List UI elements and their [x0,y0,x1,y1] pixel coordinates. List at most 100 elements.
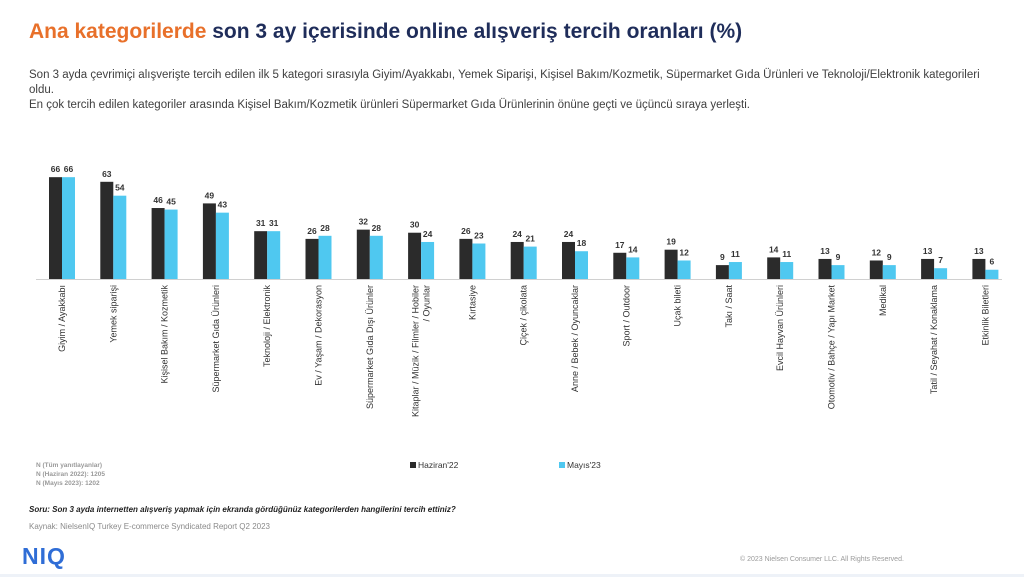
category-label-11: Sport / Outdoor [621,285,631,347]
data-label-haziran22-12: 19 [666,237,676,247]
category-label-line-5-0: Ev / Yaşam / Dekorasyon [314,285,324,386]
category-label-line-7-0: Kitaplar / Müzik / Filmler / Hobiler [411,285,421,417]
category-label-17: Tatil / Seyahat / Konaklama [929,285,939,394]
category-label-line-4-0: Teknoloji / Elektronik [262,285,272,368]
category-label-text-6: Süpermarket Gıda Dışı Ürünler [365,285,375,409]
category-label-text-2: Kişisel Bakım / Kozmetik [160,285,170,384]
category-label-line-7-1: / Oyunlar [422,285,432,322]
data-label-mayis23-7: 24 [423,229,433,239]
category-label-line-17-0: Tatil / Seyahat / Konaklama [929,285,939,394]
data-label-mayis23-0: 66 [64,164,74,174]
category-label-text-17: Tatil / Seyahat / Konaklama [929,285,939,394]
data-label-haziran22-7: 30 [410,220,420,230]
data-label-haziran22-15: 13 [820,246,830,256]
category-label-13: Takı / Saat [724,285,734,328]
bar-mayis23-18 [985,269,999,279]
category-label-line-13-0: Takı / Saat [724,285,734,328]
data-label-mayis23-3: 43 [218,200,228,210]
bar-haziran22-12 [664,249,678,279]
data-label-mayis23-9: 21 [525,234,535,244]
bar-mayis23-7 [421,241,435,279]
bar-mayis23-5 [318,235,332,279]
data-label-mayis23-15: 9 [836,252,841,262]
bar-mayis23-4 [267,231,281,279]
bar-mayis23-8 [472,243,486,279]
data-label-haziran22-17: 13 [923,246,933,256]
note-2022: N (Haziran 2022): 1205 [36,471,106,478]
category-label-text-0: Giyim / Ayakkabı [57,285,67,352]
bar-haziran22-2 [151,208,165,279]
sample-notes: N (Tüm yanıtlayanlar) N (Haziran 2022): … [36,461,105,488]
bar-haziran22-5 [305,238,319,279]
data-label-mayis23-1: 54 [115,183,125,193]
data-label-mayis23-6: 28 [372,223,382,233]
bar-mayis23-12 [677,260,691,279]
category-label-line-14-0: Evcil Hayvan Ürünleri [775,285,785,371]
description-line-1: Son 3 ayda çevrimiçi alışverişte tercih … [29,69,980,96]
category-label-line-8-0: Kırtasiye [467,285,477,320]
category-label-line-3-0: Süpermarket Gıda Ürünleri [211,285,221,393]
category-label-line-2-0: Kişisel Bakım / Kozmetik [160,285,170,384]
bar-mayis23-9 [523,246,537,279]
data-label-haziran22-8: 26 [461,226,471,236]
bottom-bar [0,574,1024,577]
category-label-text-4: Teknoloji / Elektronik [262,285,272,368]
category-label-10: Anne / Bebek / Oyuncaklar [570,285,580,392]
category-label-line-10-0: Anne / Bebek / Oyuncaklar [570,285,580,392]
copyright-text: © 2023 Nielsen Consumer LLC. All Rights … [740,556,904,563]
category-label-4: Teknoloji / Elektronik [262,285,272,368]
category-label-text-18: Etkinlik Biletleri [980,285,990,346]
category-label-text-11: Sport / Outdoor [621,285,631,347]
category-label-text-10: Anne / Bebek / Oyuncaklar [570,285,580,392]
category-label-1: Yemek siparişi [108,285,118,343]
legend-swatch-mayis23 [559,462,565,468]
category-label-text-14: Evcil Hayvan Ürünleri [775,285,785,371]
category-label-text-15: Otomotiv / Bahçe / Yapı Market [827,285,837,410]
category-label-line-15-0: Otomotiv / Bahçe / Yapı Market [827,285,837,410]
page-title: Ana kategorilerde son 3 ay içerisinde on… [29,20,742,44]
category-label-6: Süpermarket Gıda Dışı Ürünler [365,285,375,409]
data-label-mayis23-16: 9 [887,252,892,262]
category-label-15: Otomotiv / Bahçe / Yapı Market [827,285,837,410]
category-label-line-1-0: Yemek siparişi [108,285,118,343]
legend-label-haziran22: Haziran'22 [418,460,459,470]
data-label-mayis23-8: 23 [474,231,484,241]
category-label-line-16-0: Medikal [878,285,888,316]
category-label-text-12: Uçak bileti [673,285,683,327]
category-label-5: Ev / Yaşam / Dekorasyon [314,285,324,386]
data-label-haziran22-5: 26 [307,226,317,236]
data-label-mayis23-13: 11 [731,249,740,259]
data-label-haziran22-1: 63 [102,169,112,179]
category-label-line-18-0: Etkinlik Biletleri [980,285,990,346]
category-label-18: Etkinlik Biletleri [980,285,990,346]
category-label-text-7: Kitaplar / Müzik / Filmler / Hobiler/ Oy… [411,285,432,417]
category-label-16: Medikal [878,285,888,316]
niq-logo: NIQ [22,543,66,569]
category-label-text-1: Yemek siparişi [108,285,118,343]
data-label-haziran22-9: 24 [512,229,522,239]
bar-haziran22-3 [202,203,216,279]
description-line-2: En çok tercih edilen kategoriler arasınd… [29,99,751,111]
category-label-text-9: Çiçek / çikolata [519,285,529,346]
bar-mayis23-10 [575,251,588,279]
data-label-mayis23-18: 6 [990,257,995,267]
data-label-haziran22-3: 49 [205,190,215,200]
category-label-12: Uçak bileti [673,285,683,327]
data-label-haziran22-0: 66 [51,164,61,174]
survey-question: Soru: Son 3 ayda internetten alışveriş y… [29,505,456,514]
data-label-haziran22-10: 24 [564,229,574,239]
bar-mayis23-2 [164,209,178,279]
bar-haziran22-10 [562,241,575,279]
category-label-line-12-0: Uçak bileti [673,285,683,327]
bar-mayis23-1 [113,195,127,279]
category-label-line-6-0: Süpermarket Gıda Dışı Ürünler [365,285,375,409]
category-label-0: Giyim / Ayakkabı [57,285,67,352]
data-label-mayis23-17: 7 [938,255,943,265]
category-label-text-16: Medikal [878,285,888,316]
data-label-haziran22-18: 13 [974,246,984,256]
source-text: Kaynak: NielsenIQ Turkey E-commerce Synd… [29,522,270,531]
bar-haziran22-17 [921,258,935,279]
category-label-3: Süpermarket Gıda Ürünleri [211,285,221,393]
data-label-mayis23-14: 11 [782,249,791,259]
